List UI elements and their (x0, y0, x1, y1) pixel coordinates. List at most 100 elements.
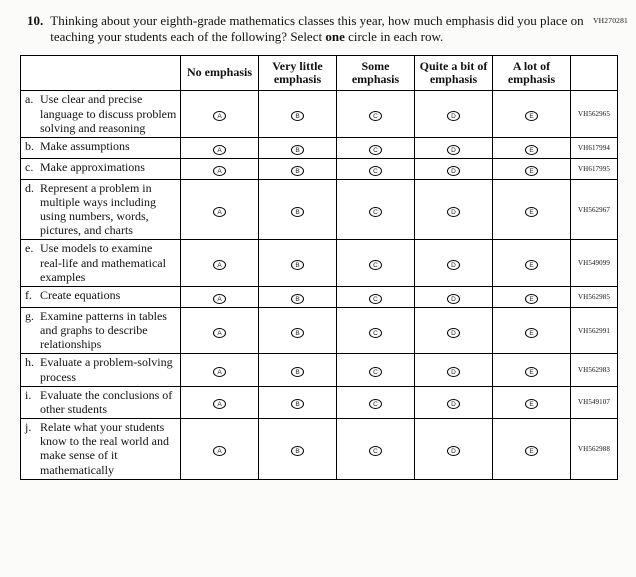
row-code: VH562988 (570, 418, 618, 480)
header-some-emphasis: Some emphasis (336, 54, 415, 92)
answer-bubble[interactable]: E (525, 144, 538, 155)
option-cell: D (414, 239, 493, 287)
option-cell: E (492, 90, 571, 138)
row-code: VH562991 (570, 306, 618, 355)
option-cell: B (258, 90, 337, 138)
option-cell: B (258, 157, 337, 180)
row-text: Relate what your students know to the re… (40, 420, 169, 477)
answer-bubble[interactable]: D (447, 206, 460, 217)
emphasis-table: No emphasis Very little emphasis Some em… (20, 54, 618, 480)
answer-bubble[interactable]: D (447, 293, 460, 304)
answer-bubble[interactable]: A (213, 399, 226, 410)
answer-bubble[interactable]: D (447, 165, 460, 176)
option-cell: D (414, 178, 493, 241)
answer-bubble[interactable]: D (447, 111, 460, 122)
answer-bubble[interactable]: A (213, 327, 226, 338)
answer-bubble[interactable]: A (213, 206, 226, 217)
answer-bubble[interactable]: C (369, 111, 382, 122)
option-cell: C (336, 306, 415, 355)
answer-bubble[interactable]: E (525, 399, 538, 410)
row-code: VH562985 (570, 285, 618, 308)
option-cell: E (492, 306, 571, 355)
answer-bubble[interactable]: E (525, 111, 538, 122)
answer-bubble[interactable]: B (291, 144, 304, 155)
answer-bubble[interactable]: A (213, 165, 226, 176)
header-code-blank (570, 54, 618, 92)
answer-bubble[interactable]: D (447, 260, 460, 271)
answer-bubble[interactable]: A (213, 260, 226, 271)
answer-bubble[interactable]: A (213, 445, 226, 456)
answer-bubble[interactable]: E (525, 367, 538, 378)
answer-bubble[interactable]: B (291, 206, 304, 217)
answer-bubble[interactable]: B (291, 445, 304, 456)
answer-bubble[interactable]: C (369, 260, 382, 271)
answer-bubble[interactable]: E (525, 445, 538, 456)
table-row: f. Create equations A B C D E VH562985 (20, 285, 618, 308)
question-text-before: Thinking about your eighth-grade mathema… (50, 13, 584, 45)
row-statement: h. Evaluate a problem-solving process (20, 353, 181, 387)
option-cell: D (414, 90, 493, 138)
option-cell: A (180, 418, 259, 480)
answer-bubble[interactable]: D (447, 144, 460, 155)
option-cell: A (180, 285, 259, 308)
answer-bubble[interactable]: B (291, 260, 304, 271)
header-no-emphasis: No emphasis (180, 54, 259, 92)
answer-bubble[interactable]: B (291, 293, 304, 304)
row-text: Use clear and precise language to discus… (40, 92, 177, 135)
answer-bubble[interactable]: C (369, 445, 382, 456)
option-cell: C (336, 239, 415, 287)
option-cell: D (414, 285, 493, 308)
option-cell: E (492, 157, 571, 180)
answer-bubble[interactable]: D (447, 367, 460, 378)
answer-bubble[interactable]: C (369, 399, 382, 410)
answer-bubble[interactable]: C (369, 327, 382, 338)
row-letter: d. (25, 180, 34, 195)
answer-bubble[interactable]: C (369, 367, 382, 378)
answer-bubble[interactable]: C (369, 293, 382, 304)
answer-bubble[interactable]: A (213, 367, 226, 378)
option-cell: D (414, 385, 493, 420)
answer-bubble[interactable]: A (213, 144, 226, 155)
option-cell: E (492, 285, 571, 308)
answer-bubble[interactable]: E (525, 327, 538, 338)
question-text: Thinking about your eighth-grade mathema… (50, 13, 595, 46)
answer-bubble[interactable]: E (525, 260, 538, 271)
question-text-after: circle in each row. (344, 29, 444, 45)
answer-bubble[interactable]: C (369, 206, 382, 217)
answer-bubble[interactable]: A (213, 293, 226, 304)
table-row: d. Represent a problem in multiple ways i… (20, 178, 618, 241)
row-letter: e. (25, 241, 34, 256)
answer-bubble[interactable]: E (525, 165, 538, 176)
answer-bubble[interactable]: D (447, 445, 460, 456)
answer-bubble[interactable]: D (447, 399, 460, 410)
option-cell: A (180, 353, 259, 387)
row-statement: b. Make assumptions (20, 136, 181, 159)
option-cell: B (258, 385, 337, 420)
answer-bubble[interactable]: E (525, 206, 538, 217)
answer-bubble[interactable]: A (213, 111, 226, 122)
answer-bubble[interactable]: B (291, 165, 304, 176)
answer-bubble[interactable]: D (447, 327, 460, 338)
option-cell: C (336, 385, 415, 420)
table-row: g. Examine patterns in tables and graphs … (20, 306, 618, 355)
row-letter: f. (25, 287, 32, 302)
answer-bubble[interactable]: E (525, 293, 538, 304)
option-cell: D (414, 353, 493, 387)
row-text: Evaluate the conclusions of other studen… (40, 387, 173, 416)
answer-bubble[interactable]: C (369, 165, 382, 176)
option-cell: A (180, 90, 259, 138)
option-cell: B (258, 285, 337, 308)
option-cell: E (492, 385, 571, 420)
option-cell: C (336, 178, 415, 241)
header-a-lot-of-emphasis: A lot of emphasis (492, 54, 571, 92)
answer-bubble[interactable]: B (291, 111, 304, 122)
page-code: VH270281 (593, 16, 628, 25)
table-body: a. Use clear and precise language to disc… (20, 90, 618, 480)
option-cell: B (258, 178, 337, 241)
option-cell: A (180, 306, 259, 355)
answer-bubble[interactable]: C (369, 144, 382, 155)
answer-bubble[interactable]: B (291, 367, 304, 378)
answer-bubble[interactable]: B (291, 327, 304, 338)
row-text: Use models to examine real-life and math… (40, 241, 166, 284)
answer-bubble[interactable]: B (291, 399, 304, 410)
